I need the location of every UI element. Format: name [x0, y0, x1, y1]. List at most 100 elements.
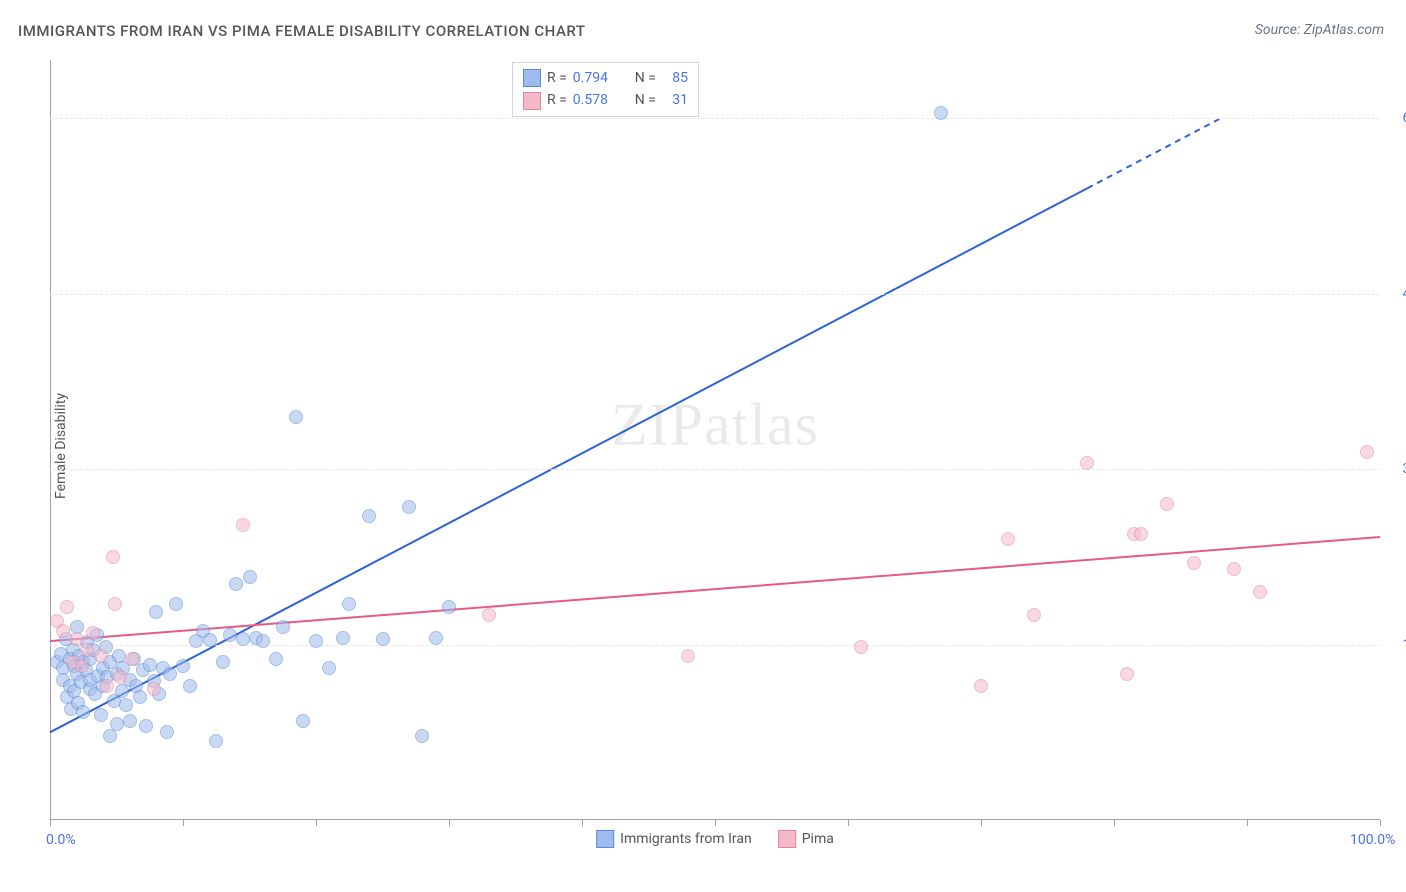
data-point	[854, 640, 868, 654]
legend-n-label: N =	[635, 67, 656, 89]
data-point	[94, 649, 108, 663]
plot-area: ZIPatlas R =0.794N =85R =0.578N =31 Immi…	[50, 60, 1380, 820]
data-point	[147, 682, 161, 696]
data-point	[56, 624, 70, 638]
data-point	[342, 597, 356, 611]
data-point	[143, 658, 157, 672]
data-point	[236, 632, 250, 646]
data-point	[113, 670, 127, 684]
trend-lines	[50, 60, 1380, 820]
data-point	[1187, 556, 1201, 570]
data-point	[974, 679, 988, 693]
legend-series-item: Immigrants from Iran	[596, 830, 752, 848]
legend-series-label: Pima	[802, 831, 834, 847]
data-point	[934, 106, 948, 120]
data-point	[681, 649, 695, 663]
gridline-h	[50, 294, 1380, 295]
legend-correlation-row: R =0.794N =85	[523, 67, 688, 89]
data-point	[110, 717, 124, 731]
data-point	[94, 708, 108, 722]
data-point	[60, 600, 74, 614]
data-point	[123, 714, 137, 728]
legend-correlation: R =0.794N =85R =0.578N =31	[512, 62, 699, 117]
data-point	[1227, 562, 1241, 576]
data-point	[86, 626, 100, 640]
data-point	[216, 655, 230, 669]
data-point	[209, 734, 223, 748]
y-tick-label: 60.0%	[1385, 110, 1406, 126]
legend-swatch	[523, 92, 541, 110]
legend-series-label: Immigrants from Iran	[620, 831, 752, 847]
x-tick	[50, 820, 51, 826]
data-point	[203, 633, 217, 647]
data-point	[309, 634, 323, 648]
data-point	[236, 518, 250, 532]
data-point	[1080, 456, 1094, 470]
data-point	[100, 679, 114, 693]
y-tick-label: 30.0%	[1385, 461, 1406, 477]
x-tick	[449, 820, 450, 826]
legend-series-item: Pima	[778, 830, 834, 848]
data-point	[169, 597, 183, 611]
data-point	[376, 632, 390, 646]
data-point	[1134, 527, 1148, 541]
data-point	[429, 631, 443, 645]
legend-n-label: N =	[635, 89, 656, 111]
legend-r-label: R =	[547, 67, 567, 89]
x-tick	[582, 820, 583, 826]
chart-title: IMMIGRANTS FROM IRAN VS PIMA FEMALE DISA…	[18, 22, 585, 40]
data-point	[256, 634, 270, 648]
gridline-h	[50, 118, 1380, 119]
legend-r-value: 0.794	[573, 67, 619, 89]
gridline-h	[50, 469, 1380, 470]
x-tick	[316, 820, 317, 826]
data-point	[482, 608, 496, 622]
data-point	[276, 620, 290, 634]
data-point	[1120, 667, 1134, 681]
data-point	[1253, 585, 1267, 599]
data-point	[76, 705, 90, 719]
data-point	[139, 719, 153, 733]
data-point	[106, 550, 120, 564]
data-point	[108, 597, 122, 611]
data-point	[229, 577, 243, 591]
data-point	[1001, 532, 1015, 546]
data-point	[80, 643, 94, 657]
gridline-h	[50, 645, 1380, 646]
x-tick	[183, 820, 184, 826]
data-point	[149, 605, 163, 619]
legend-n-value: 31	[662, 89, 688, 111]
data-point	[1160, 497, 1174, 511]
legend-r-value: 0.578	[573, 89, 619, 111]
legend-correlation-row: R =0.578N =31	[523, 89, 688, 111]
x-tick-label: 0.0%	[46, 832, 76, 848]
data-point	[362, 509, 376, 523]
data-point	[115, 684, 129, 698]
data-point	[183, 679, 197, 693]
x-tick	[1380, 820, 1381, 826]
legend-swatch	[523, 69, 541, 87]
y-tick-label: 45.0%	[1385, 286, 1406, 302]
data-point	[125, 652, 139, 666]
data-point	[442, 600, 456, 614]
legend-series: Immigrants from Iran Pima	[596, 830, 834, 848]
x-tick-label: 100.0%	[1350, 832, 1395, 848]
legend-swatch	[596, 830, 614, 848]
data-point	[243, 570, 257, 584]
data-point	[322, 661, 336, 675]
data-point	[160, 725, 174, 739]
x-tick	[981, 820, 982, 826]
x-tick	[715, 820, 716, 826]
data-point	[296, 714, 310, 728]
data-point	[176, 659, 190, 673]
y-tick-label: 15.0%	[1385, 637, 1406, 653]
x-tick	[1247, 820, 1248, 826]
data-point	[163, 667, 177, 681]
data-point	[289, 410, 303, 424]
data-point	[1027, 608, 1041, 622]
data-point	[1360, 445, 1374, 459]
data-point	[336, 631, 350, 645]
source-label: Source: ZipAtlas.com	[1255, 22, 1384, 38]
x-tick	[848, 820, 849, 826]
data-point	[223, 628, 237, 642]
